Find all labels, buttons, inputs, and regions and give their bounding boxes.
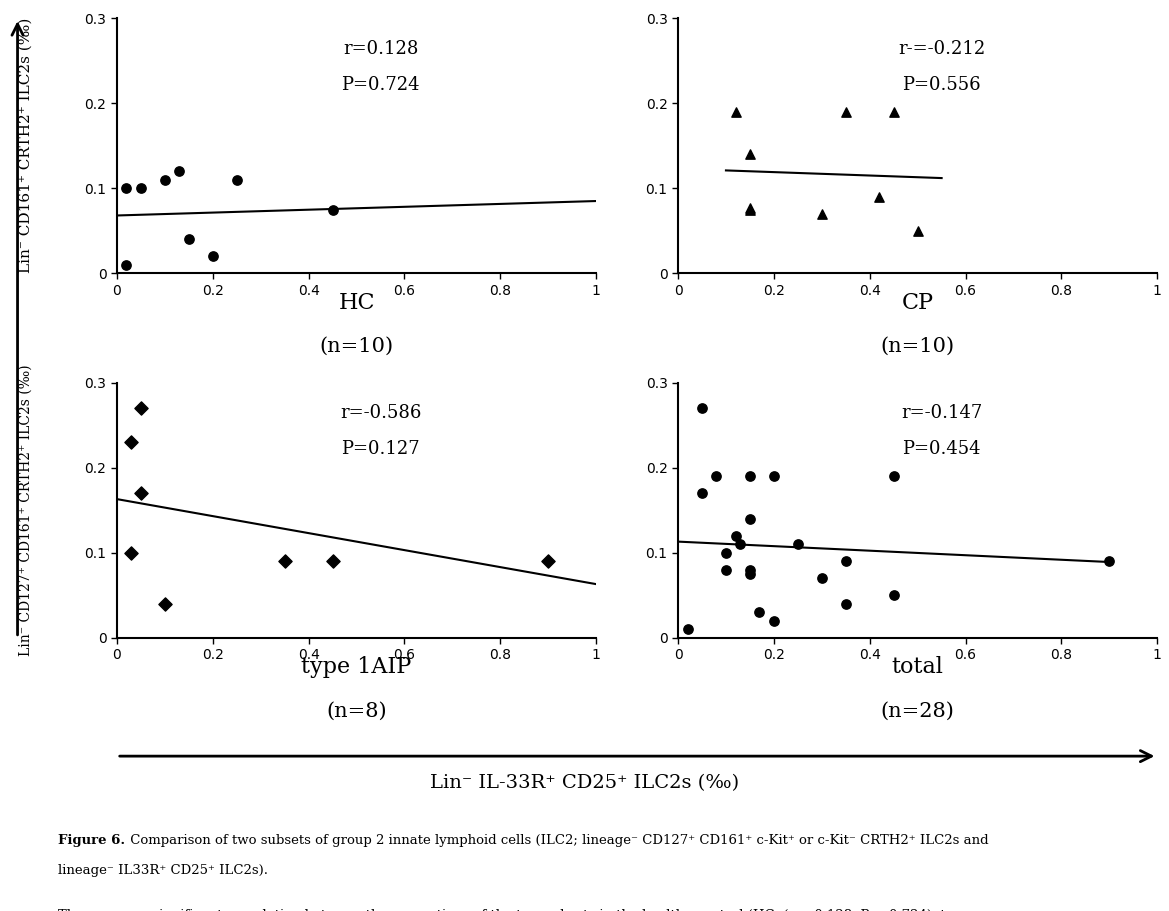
- Text: CP: CP: [901, 292, 934, 313]
- Point: [741, 469, 760, 484]
- Text: (n=10): (n=10): [880, 337, 955, 356]
- Text: P=0.556: P=0.556: [902, 76, 981, 94]
- Point: [1100, 554, 1119, 568]
- Point: [870, 189, 888, 204]
- Point: [717, 562, 735, 577]
- Point: [693, 401, 712, 415]
- Text: P=0.724: P=0.724: [341, 76, 420, 94]
- Point: [812, 207, 831, 221]
- Text: There was no significant correlation between the proportions of the two subsets : There was no significant correlation bet…: [58, 909, 970, 911]
- Text: lineage⁻ IL33R⁺ CD25⁺ ILC2s).: lineage⁻ IL33R⁺ CD25⁺ ILC2s).: [58, 864, 269, 876]
- Point: [323, 202, 343, 217]
- Text: type 1AIP: type 1AIP: [302, 656, 411, 678]
- Point: [885, 588, 904, 602]
- Point: [812, 571, 831, 586]
- Text: Lin⁻ CD161⁺ CRTH2⁺ ILC2s (‰): Lin⁻ CD161⁺ CRTH2⁺ ILC2s (‰): [19, 18, 33, 273]
- Text: Lin⁻ CD127⁺ CD161⁺ CRTH2⁺ ILC2s (‰): Lin⁻ CD127⁺ CD161⁺ CRTH2⁺ ILC2s (‰): [19, 364, 33, 656]
- Text: r=0.128: r=0.128: [343, 40, 419, 57]
- Point: [837, 105, 856, 119]
- Point: [765, 469, 783, 484]
- Point: [132, 181, 150, 196]
- Point: [117, 258, 136, 272]
- Point: [132, 486, 150, 500]
- Text: P=0.454: P=0.454: [902, 440, 981, 458]
- Point: [132, 401, 150, 415]
- Text: P=0.127: P=0.127: [341, 440, 420, 458]
- Point: [323, 554, 343, 568]
- Point: [122, 435, 140, 449]
- Point: [741, 562, 760, 577]
- Text: (n=10): (n=10): [319, 337, 394, 356]
- Text: Comparison of two subsets of group 2 innate lymphoid cells (ILC2; lineage⁻ CD127: Comparison of two subsets of group 2 inn…: [126, 834, 989, 846]
- Point: [117, 181, 136, 196]
- Point: [170, 164, 188, 179]
- Point: [717, 546, 735, 560]
- Point: [741, 202, 760, 217]
- Point: [693, 486, 712, 500]
- Text: r=-0.147: r=-0.147: [901, 404, 982, 422]
- Text: total: total: [892, 656, 943, 678]
- Point: [765, 613, 783, 628]
- Point: [837, 597, 856, 611]
- Text: (n=8): (n=8): [326, 701, 387, 721]
- Text: r-=-0.212: r-=-0.212: [898, 40, 985, 57]
- Text: Lin⁻ IL-33R⁺ CD25⁺ ILC2s (‰): Lin⁻ IL-33R⁺ CD25⁺ ILC2s (‰): [430, 774, 739, 793]
- Point: [885, 105, 904, 119]
- Point: [179, 232, 198, 247]
- Point: [837, 554, 856, 568]
- Point: [885, 469, 904, 484]
- Point: [155, 172, 174, 187]
- Point: [908, 223, 927, 238]
- Text: Figure 6.: Figure 6.: [58, 834, 125, 846]
- Point: [741, 200, 760, 215]
- Text: HC: HC: [338, 292, 375, 313]
- Point: [678, 622, 697, 637]
- Point: [122, 546, 140, 560]
- Point: [276, 554, 295, 568]
- Point: [750, 605, 769, 619]
- Point: [731, 537, 749, 551]
- Point: [539, 554, 558, 568]
- Point: [707, 469, 726, 484]
- Text: r=-0.586: r=-0.586: [340, 404, 421, 422]
- Point: [741, 147, 760, 161]
- Point: [203, 249, 222, 263]
- Point: [741, 567, 760, 581]
- Point: [788, 537, 807, 551]
- Point: [741, 511, 760, 526]
- Point: [155, 597, 174, 611]
- Point: [726, 528, 745, 543]
- Text: (n=28): (n=28): [880, 701, 955, 721]
- Point: [227, 172, 247, 187]
- Point: [726, 105, 745, 119]
